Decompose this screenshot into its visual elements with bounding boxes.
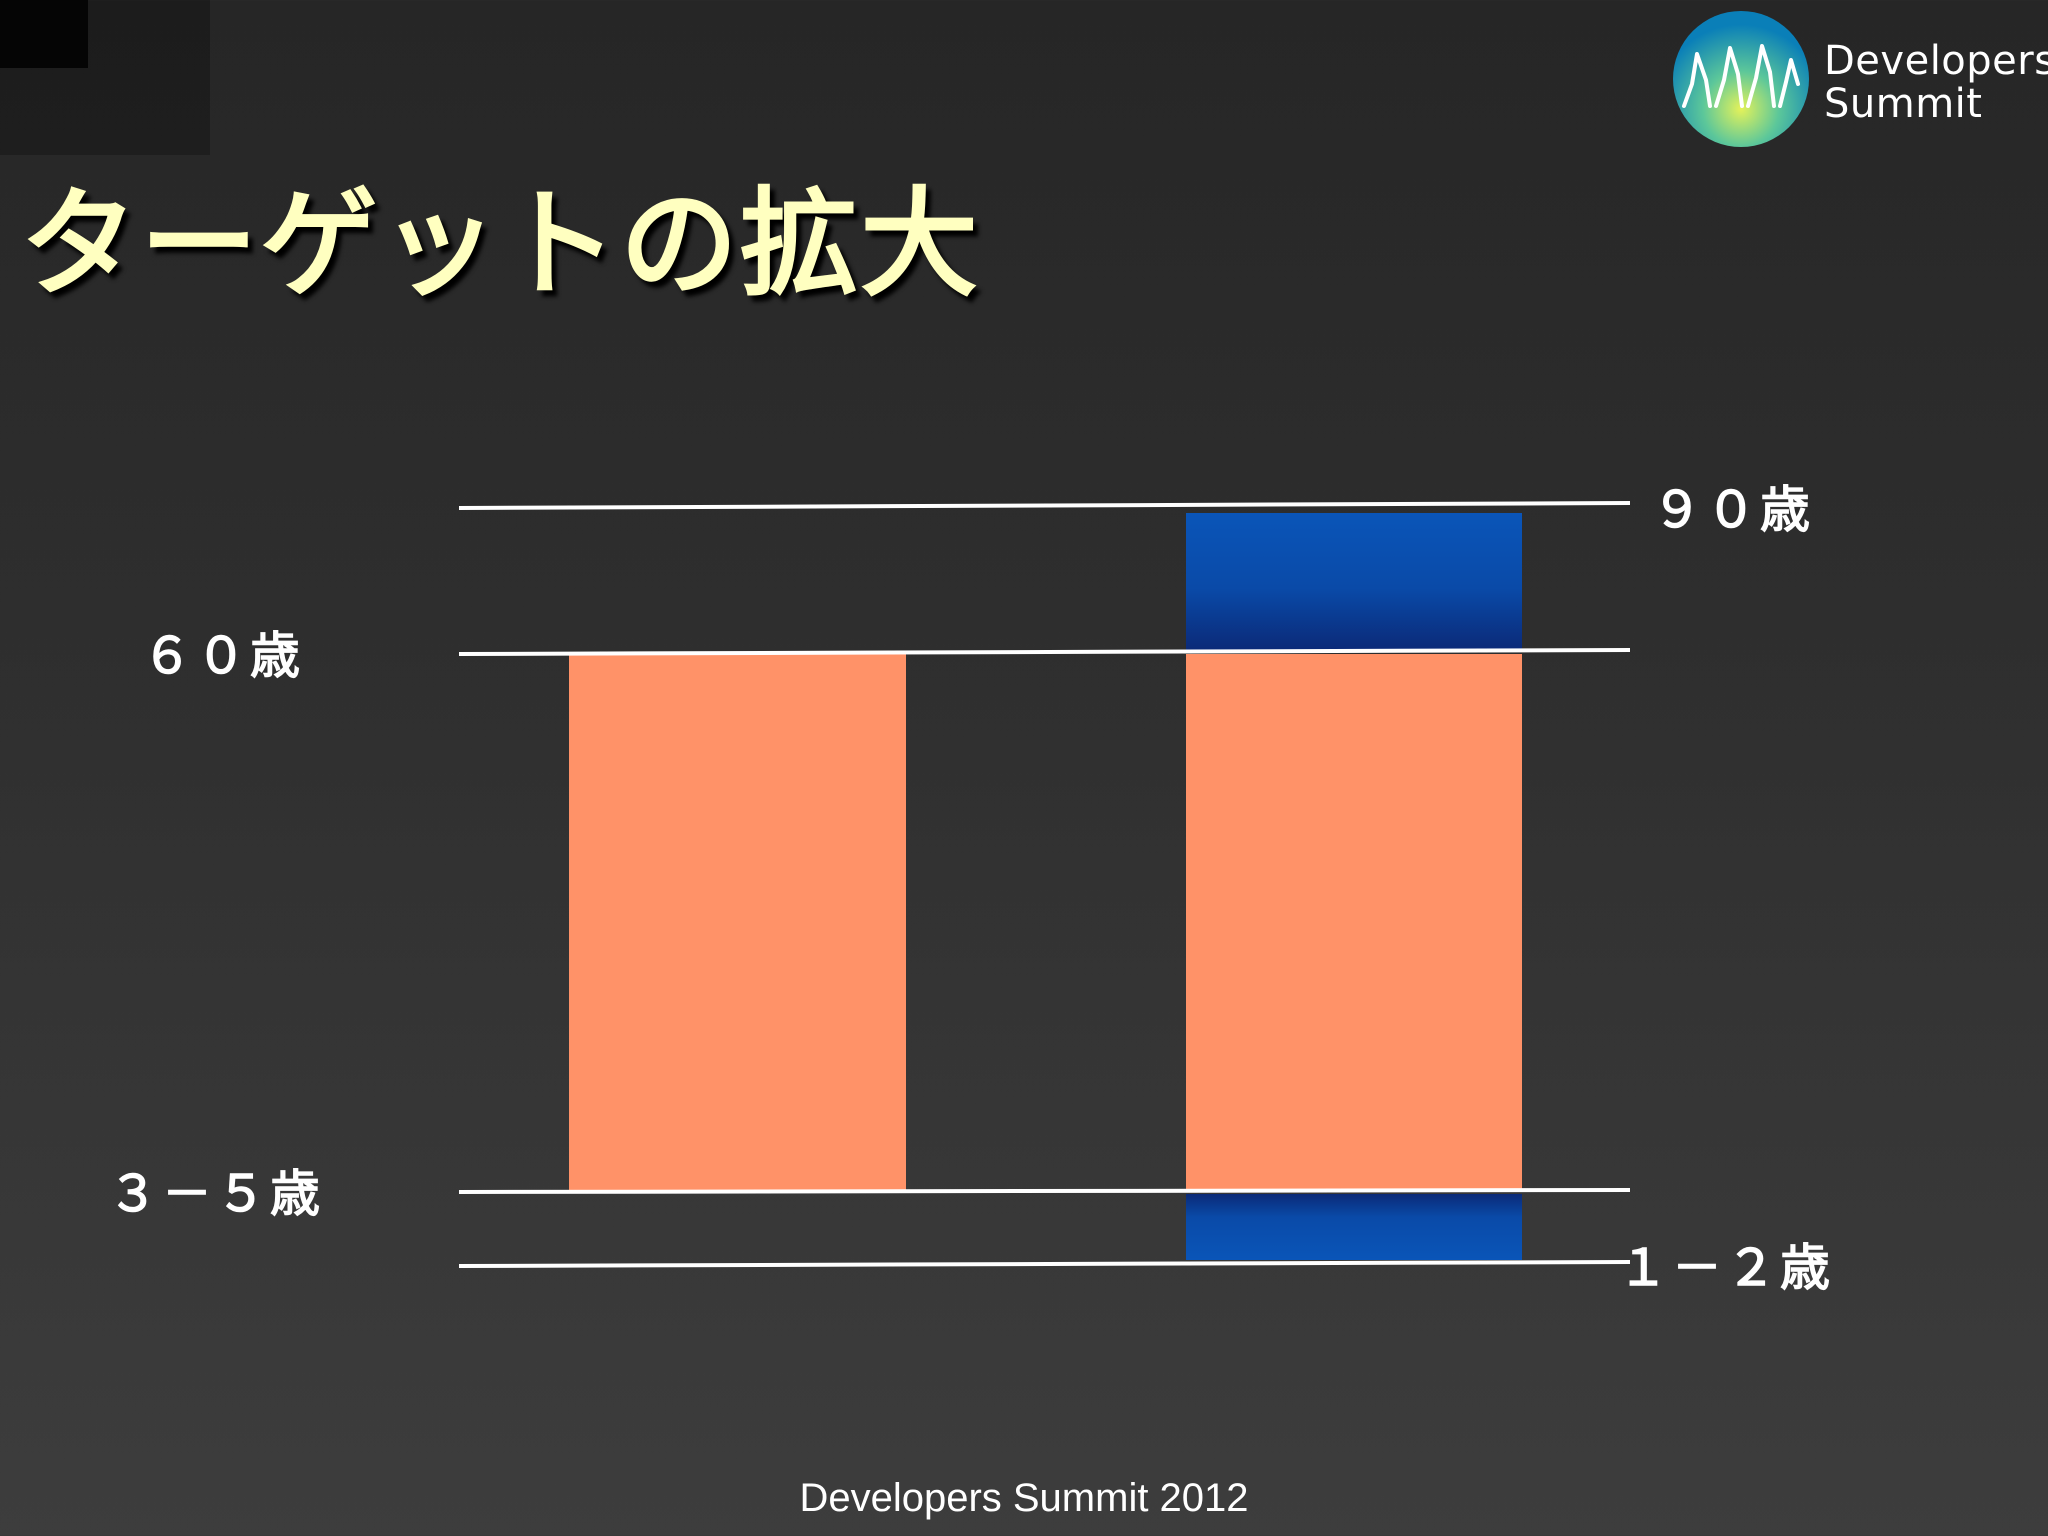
- expanded-target-core-bar: [1186, 654, 1522, 1191]
- logo-mark-icon: [1673, 11, 1809, 147]
- logo-text: Developers Summit: [1824, 38, 2048, 127]
- age-label-90: ９０歳: [1652, 481, 1814, 539]
- developers-summit-logo: Developers Summit: [1670, 10, 2048, 150]
- line-age-60: [458, 648, 1631, 656]
- slide-footer: Developers Summit 2012: [799, 1476, 1249, 1520]
- corner-block: [0, 0, 88, 68]
- expanded-target-extension-lower: [1186, 1194, 1522, 1260]
- current-target-bar: [569, 654, 906, 1191]
- age-label-1-2: １－２歳: [1618, 1239, 1834, 1297]
- age-label-3-5: ３－５歳: [108, 1165, 324, 1223]
- expanded-target-extension-upper: [1186, 513, 1522, 650]
- line-age-90: [458, 501, 1631, 510]
- age-label-60: ６０歳: [142, 627, 304, 685]
- line-age-1-2: [458, 1260, 1631, 1268]
- line-age-3-5: [458, 1188, 1631, 1194]
- slide-title: ターゲットの拡大: [20, 175, 981, 313]
